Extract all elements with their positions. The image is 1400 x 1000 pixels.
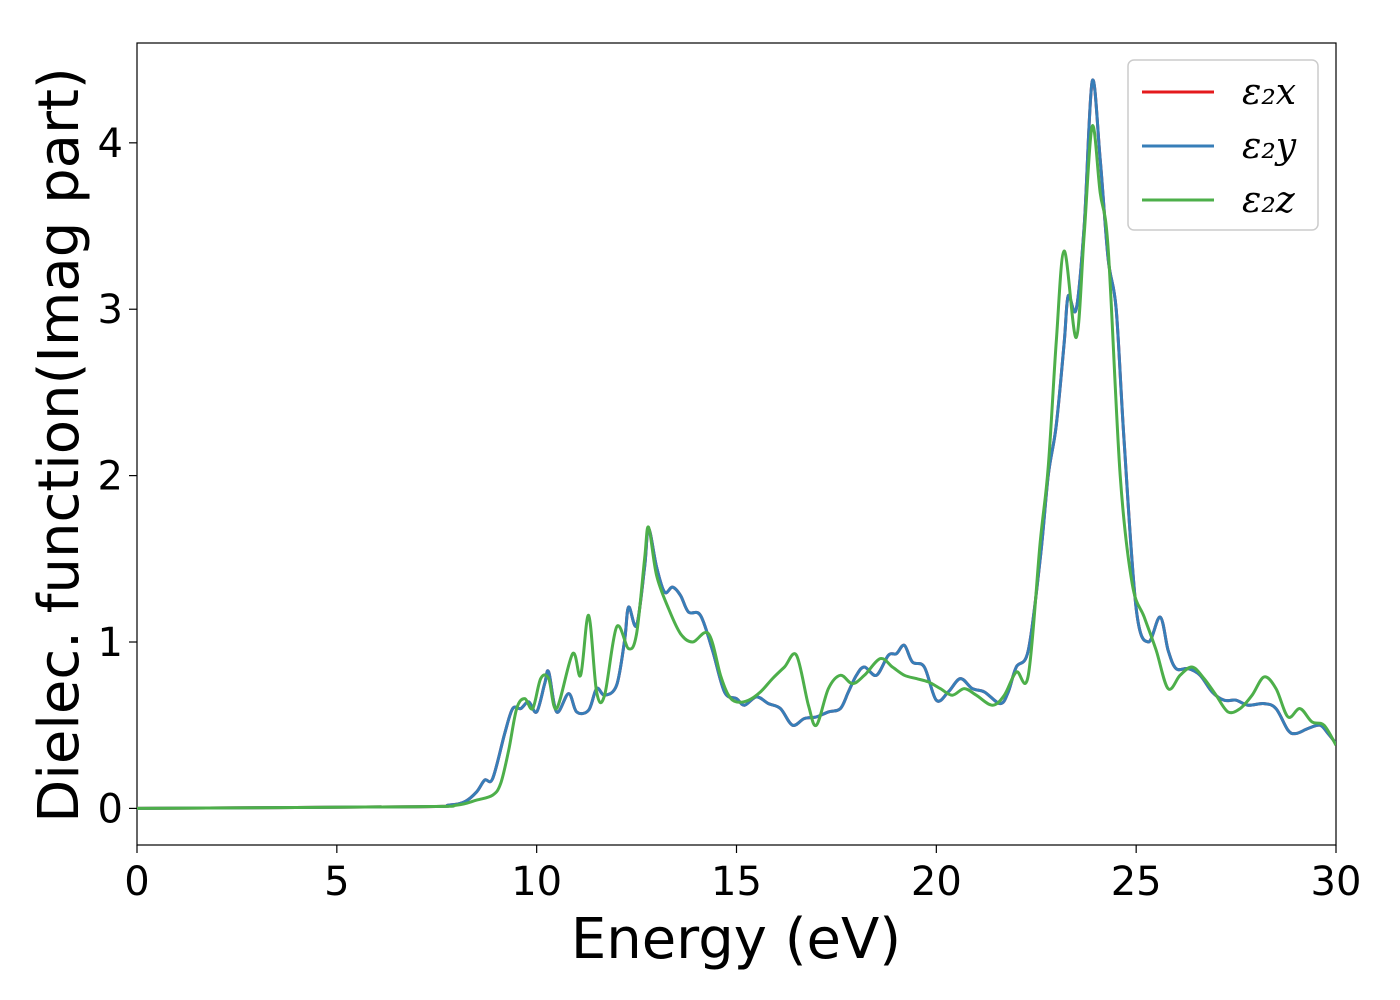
y-tick-label: 2 bbox=[98, 454, 123, 500]
y-tick-label: 0 bbox=[98, 786, 123, 832]
series-line-2 bbox=[137, 78, 1336, 810]
x-tick-label: 30 bbox=[1311, 859, 1362, 905]
x-axis-ticks: 0 5 10 15 20 25 30 bbox=[124, 845, 1361, 905]
legend-label-1: ε₂x bbox=[1242, 72, 1296, 113]
y-axis-ticks: 0 1 2 3 4 bbox=[98, 121, 137, 832]
y-tick-label: 3 bbox=[98, 287, 123, 333]
legend-label-2: ε₂y bbox=[1242, 126, 1297, 167]
x-tick-label: 0 bbox=[124, 859, 149, 905]
legend-label-3: ε₂z bbox=[1242, 180, 1296, 221]
x-tick-label: 25 bbox=[1111, 859, 1162, 905]
y-tick-label: 4 bbox=[98, 121, 123, 167]
x-axis-title: Energy (eV) bbox=[571, 907, 901, 972]
x-tick-label: 20 bbox=[911, 859, 962, 905]
x-tick-label: 15 bbox=[711, 859, 762, 905]
legend-box bbox=[1127, 59, 1319, 231]
y-axis-title: Dielec. function(Imag part) bbox=[27, 67, 92, 823]
x-tick-label: 10 bbox=[511, 859, 562, 905]
series-group bbox=[137, 78, 1336, 810]
y-tick-label: 1 bbox=[98, 620, 123, 666]
series-line-3 bbox=[137, 124, 1336, 810]
legend: ε₂x ε₂y ε₂z bbox=[1127, 59, 1319, 231]
x-tick-label: 5 bbox=[324, 859, 349, 905]
